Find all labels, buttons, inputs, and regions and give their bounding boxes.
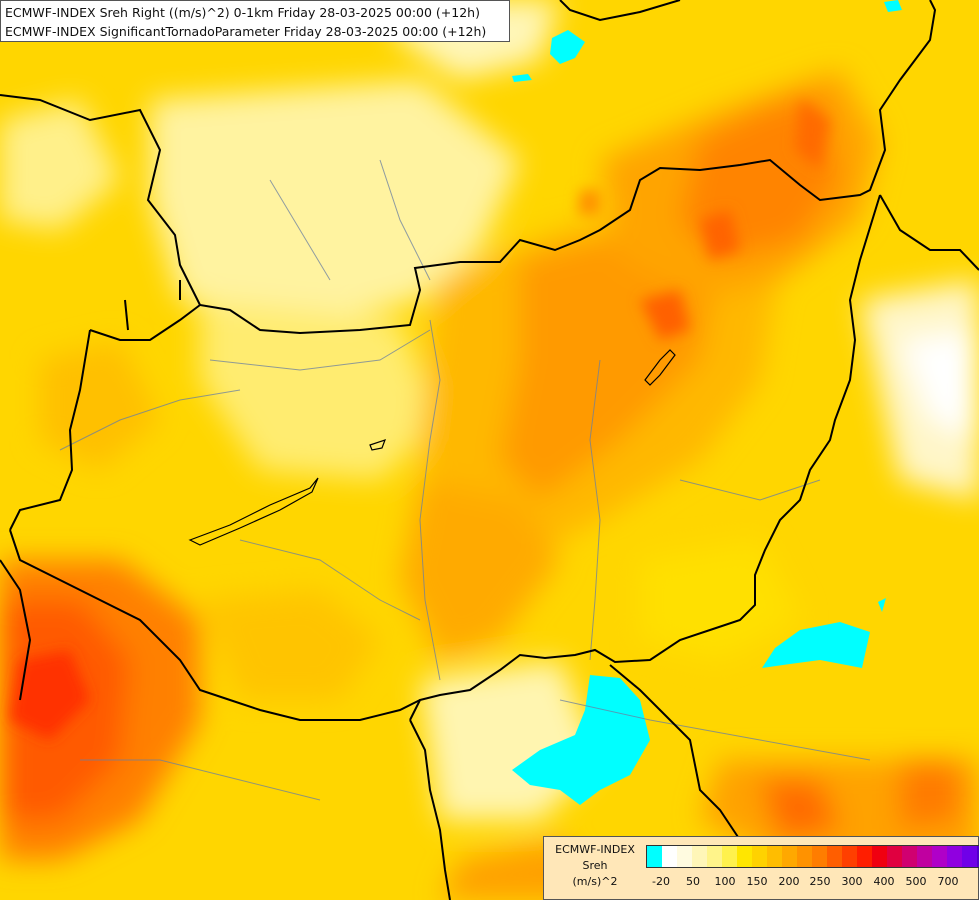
legend-tick-label: 300 [841, 875, 863, 888]
map-title-box: ECMWF-INDEX Sreh Right ((m/s)^2) 0-1km F… [0, 0, 510, 42]
legend-tick-label: -20 [652, 875, 670, 888]
legend-swatch [857, 846, 872, 867]
legend-swatch [887, 846, 902, 867]
legend-swatch [647, 846, 662, 867]
negative-helicity-areas [512, 0, 902, 805]
legend-swatch [947, 846, 962, 867]
legend-swatch [962, 846, 977, 867]
legend-swatch [842, 846, 857, 867]
legend-swatch [662, 846, 677, 867]
legend-tick-label: 250 [809, 875, 831, 888]
legend-title-variable: Sreh [582, 859, 608, 872]
legend-swatch [977, 846, 979, 867]
legend-swatch [767, 846, 782, 867]
legend-color-bar [646, 845, 979, 868]
legend-tick-label: 50 [686, 875, 700, 888]
legend-tick-label: 400 [873, 875, 895, 888]
legend-swatch [692, 846, 707, 867]
color-legend: ECMWF-INDEX Sreh (m/s)^2 -20 50 100 150 200 2… [543, 836, 979, 900]
legend-swatch [722, 846, 737, 867]
legend-swatch [917, 846, 932, 867]
legend-swatch [707, 846, 722, 867]
legend-tick-label: 200 [778, 875, 800, 888]
legend-title-unit: (m/s)^2 [572, 875, 618, 888]
legend-swatch [827, 846, 842, 867]
legend-swatch [872, 846, 887, 867]
title-line-stp: ECMWF-INDEX SignificantTornadoParameter … [5, 24, 487, 39]
legend-swatch [677, 846, 692, 867]
legend-swatch [782, 846, 797, 867]
legend-tick-label: 700 [937, 875, 959, 888]
legend-tick-label: 100 [714, 875, 736, 888]
legend-title-model: ECMWF-INDEX [555, 843, 635, 856]
title-line-sreh: ECMWF-INDEX Sreh Right ((m/s)^2) 0-1km F… [5, 5, 480, 20]
legend-swatch [797, 846, 812, 867]
legend-swatch [737, 846, 752, 867]
legend-swatch [932, 846, 947, 867]
legend-tick-label: 150 [746, 875, 768, 888]
rivers [59, 159, 871, 801]
legend-tick-label: 500 [905, 875, 927, 888]
legend-swatch [902, 846, 917, 867]
lakes [188, 349, 676, 546]
legend-swatch [752, 846, 767, 867]
legend-swatch [812, 846, 827, 867]
